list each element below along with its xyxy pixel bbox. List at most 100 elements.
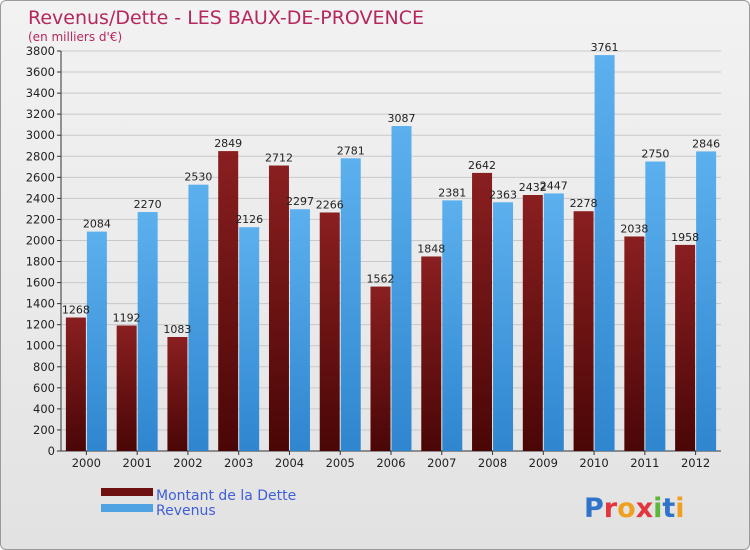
value-label: 2297 — [286, 195, 314, 208]
value-label: 2266 — [316, 198, 344, 211]
bar-revenus — [594, 55, 615, 452]
proxiti-logo: Proxiti — [584, 493, 685, 524]
bar-dette — [370, 286, 391, 451]
y-tick-label: 800 — [33, 360, 55, 374]
bar-revenus — [137, 212, 158, 451]
value-label: 2126 — [235, 213, 263, 226]
x-tick-label: 2010 — [579, 456, 608, 470]
value-label: 3761 — [591, 41, 619, 54]
x-tick-label: 2005 — [326, 456, 355, 470]
x-axis-ticks: 2000 2001 2002 2003 2004 2005 2006 2007 2008 2009… — [72, 451, 710, 470]
value-label: 1848 — [417, 242, 445, 255]
y-tick-label: 3400 — [26, 86, 55, 100]
value-label: 2084 — [83, 218, 111, 231]
bar-dette — [167, 337, 188, 451]
bar-dette — [522, 195, 543, 451]
value-label: 2447 — [540, 179, 568, 192]
y-tick-label: 0 — [48, 444, 55, 458]
bar-revenus — [645, 161, 666, 452]
y-tick-label: 3200 — [26, 107, 55, 121]
y-tick-label: 2600 — [26, 170, 55, 184]
x-tick-label: 2001 — [123, 456, 152, 470]
chart-title: Revenus/Dette - LES BAUX-DE-PROVENCE — [28, 7, 424, 29]
legend-label-dette: Montant de la Dette — [156, 488, 296, 504]
logo-letter: r — [604, 493, 618, 524]
bar-revenus — [391, 126, 412, 451]
chart-subtitle: (en milliers d'€) — [28, 30, 122, 44]
value-label: 2530 — [184, 171, 212, 184]
y-tick-label: 1400 — [26, 297, 55, 311]
bar-dette — [624, 236, 645, 451]
value-label: 2781 — [337, 144, 365, 157]
y-tick-label: 2200 — [26, 212, 55, 226]
x-tick-label: 2002 — [173, 456, 202, 470]
value-label: 2278 — [570, 197, 598, 210]
y-tick-label: 1200 — [26, 318, 55, 332]
bar-dette — [319, 212, 340, 451]
bar-dette — [472, 172, 493, 452]
bar-dette — [65, 317, 86, 451]
value-label: 1083 — [163, 323, 191, 336]
x-tick-label: 2000 — [72, 456, 101, 470]
value-label: 1958 — [671, 231, 699, 244]
y-axis-ticks: 0 200 400 600 800 1000 1200 1400 1600 1800 2000 220… — [26, 44, 61, 458]
bar-revenus — [239, 227, 260, 451]
value-label: 2712 — [265, 152, 293, 165]
y-tick-label: 3800 — [26, 44, 55, 58]
value-label: 2270 — [134, 198, 162, 211]
x-tick-label: 2006 — [376, 456, 405, 470]
bar-revenus — [543, 193, 564, 451]
x-tick-label: 2007 — [427, 456, 456, 470]
axes — [60, 51, 721, 452]
bar-revenus — [289, 209, 310, 451]
legend-label-revenus: Revenus — [156, 503, 216, 519]
bars — [65, 55, 717, 452]
value-label: 3087 — [388, 112, 416, 125]
legend: Montant de la Dette Revenus — [101, 488, 296, 519]
x-tick-label: 2004 — [275, 456, 304, 470]
bar-revenus — [442, 200, 463, 451]
y-tick-label: 1800 — [26, 255, 55, 269]
y-tick-label: 200 — [33, 423, 55, 437]
bar-dette — [116, 325, 137, 451]
bar-dette — [421, 256, 442, 451]
bar-dette — [573, 211, 594, 451]
bar-dette — [268, 165, 289, 452]
y-tick-label: 2400 — [26, 191, 55, 205]
value-labels: 1268 2084 1192 2270 1083 2530 2849 2126 2712 2297… — [62, 41, 720, 336]
x-tick-label: 2003 — [224, 456, 253, 470]
x-tick-label: 2009 — [529, 456, 558, 470]
x-tick-label: 2012 — [681, 456, 710, 470]
bar-revenus — [696, 151, 717, 451]
logo-letter: i — [653, 493, 662, 524]
x-tick-label: 2011 — [630, 456, 659, 470]
logo-letter: i — [675, 493, 684, 524]
y-tick-label: 3000 — [26, 128, 55, 142]
y-tick-label: 2000 — [26, 233, 55, 247]
value-label: 1192 — [113, 312, 141, 325]
value-label: 1562 — [367, 273, 395, 286]
y-tick-label: 3600 — [26, 65, 55, 79]
y-tick-label: 1000 — [26, 339, 55, 353]
bar-revenus — [340, 158, 361, 451]
value-label: 2038 — [620, 222, 648, 235]
logo-letter: P — [584, 493, 604, 524]
bar-dette — [675, 244, 696, 451]
bar-revenus — [493, 202, 514, 451]
bar-revenus — [86, 231, 107, 451]
bar-dette — [218, 151, 239, 451]
y-tick-label: 400 — [33, 402, 55, 416]
legend-swatch-dette — [101, 488, 153, 496]
logo-letter: t — [662, 493, 675, 524]
value-label: 2849 — [214, 137, 242, 150]
y-tick-label: 2800 — [26, 149, 55, 163]
value-label: 2432 — [519, 181, 547, 194]
logo-letter: x — [636, 493, 653, 524]
bar-revenus — [188, 184, 209, 451]
logo-letter: o — [617, 493, 636, 524]
legend-swatch-revenus — [101, 504, 153, 512]
value-label: 1268 — [62, 304, 90, 317]
y-tick-label: 1600 — [26, 276, 55, 290]
